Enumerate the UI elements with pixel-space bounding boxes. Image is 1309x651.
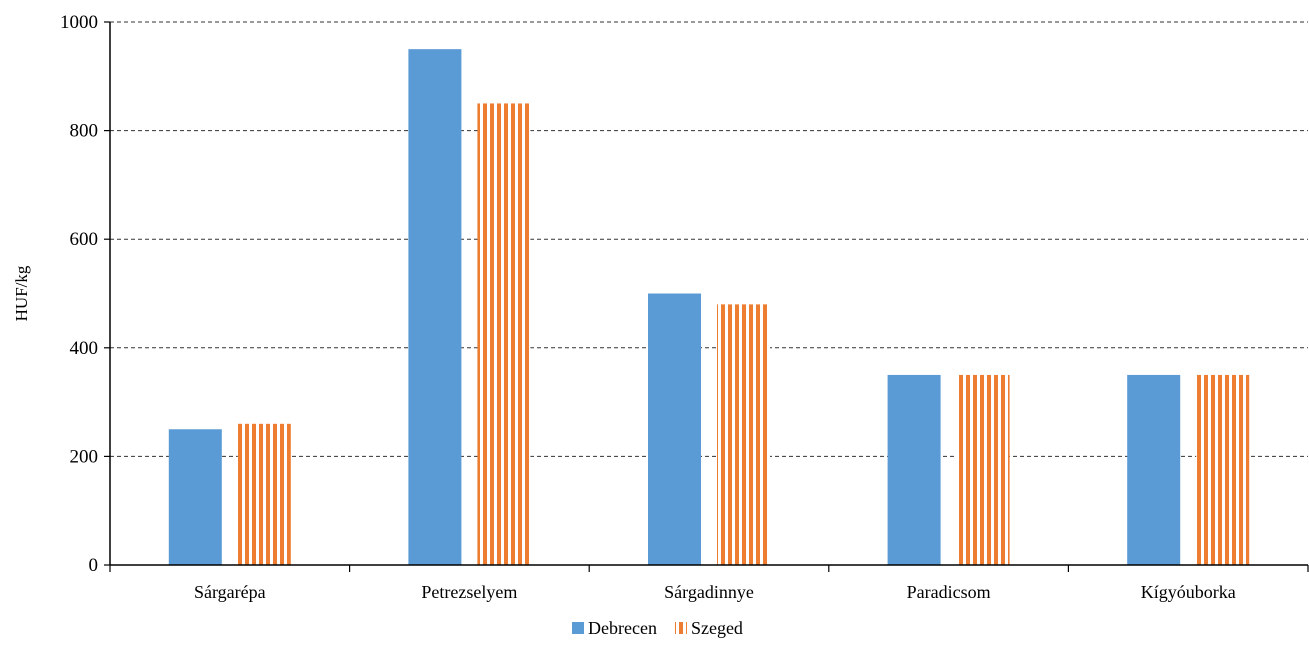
bar-szeged-4	[1196, 374, 1250, 565]
bar-debrecen-0	[168, 429, 222, 565]
bar-szeged-1	[477, 103, 531, 565]
x-tick-label: Kígyóuborka	[1141, 582, 1236, 602]
legend-swatch-szeged	[674, 622, 687, 634]
y-tick-label: 0	[89, 555, 99, 576]
bar-debrecen-1	[408, 49, 462, 565]
legend: Debrecen Szeged	[572, 618, 743, 638]
y-axis-label: HUF/kg	[12, 265, 31, 321]
y-tick-label: 200	[70, 446, 99, 467]
x-tick-label: Paradicsom	[907, 582, 991, 602]
x-tick-label: Sárgadinnye	[664, 582, 754, 602]
grid-lines	[110, 21, 1308, 457]
bar-debrecen-2	[648, 293, 701, 565]
y-tick-label: 600	[70, 229, 99, 250]
bar-szeged-3	[956, 374, 1010, 565]
legend-label-szeged: Szeged	[691, 618, 743, 638]
x-tick-label: Petrezselyem	[421, 582, 517, 602]
y-tick-label: 800	[70, 121, 99, 142]
legend-swatch-debrecen	[572, 622, 584, 634]
axes	[104, 21, 1309, 572]
y-tick-label: 400	[70, 338, 99, 359]
bar-debrecen-4	[1127, 374, 1181, 565]
bar-szeged-2	[717, 304, 770, 565]
bar-szeged-0	[237, 423, 291, 565]
bars	[168, 49, 1250, 565]
x-tick-label: Sárgarépa	[194, 582, 266, 602]
y-tick-label: 1000	[60, 12, 98, 33]
axis-labels: 0 200 400 600 800 1000 HUF/kg Sárgarépa Petrezse…	[12, 12, 1236, 602]
legend-label-debrecen: Debrecen	[588, 618, 657, 638]
bar-debrecen-3	[887, 374, 941, 565]
